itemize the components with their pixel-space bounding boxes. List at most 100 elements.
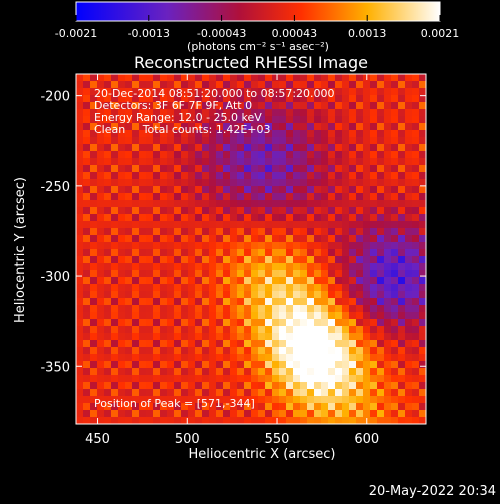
heatmap-cell xyxy=(405,382,413,390)
heatmap-cell xyxy=(188,403,196,411)
heatmap-cell xyxy=(370,95,378,103)
heatmap-cell xyxy=(258,207,266,215)
heatmap-cell xyxy=(314,109,322,117)
heatmap-cell xyxy=(377,249,385,257)
heatmap-cell xyxy=(258,375,266,383)
heatmap-cell xyxy=(328,116,336,124)
heatmap-cell xyxy=(300,74,308,82)
heatmap-cell xyxy=(118,151,126,159)
heatmap-cell xyxy=(342,375,350,383)
heatmap-cell xyxy=(195,368,203,376)
heatmap-cell xyxy=(230,305,238,313)
heatmap-cell xyxy=(300,186,308,194)
heatmap-cell xyxy=(125,249,133,257)
heatmap-cell xyxy=(146,382,154,390)
heatmap-cell xyxy=(335,130,343,138)
heatmap-cell xyxy=(377,277,385,285)
heatmap-cell xyxy=(300,172,308,180)
heatmap-cell xyxy=(202,81,210,89)
heatmap-cell xyxy=(139,354,147,362)
heatmap-cell xyxy=(286,389,294,397)
heatmap-cell xyxy=(181,102,189,110)
heatmap-cell xyxy=(209,74,217,82)
heatmap-cell xyxy=(118,382,126,390)
heatmap-cell xyxy=(188,256,196,264)
heatmap-cell xyxy=(335,417,343,424)
heatmap-cell xyxy=(384,95,392,103)
heatmap-cell xyxy=(139,116,147,124)
heatmap-cell xyxy=(83,277,91,285)
heatmap-cell xyxy=(188,172,196,180)
heatmap-cell xyxy=(230,333,238,341)
heatmap-cell xyxy=(265,235,273,243)
heatmap-cell xyxy=(300,137,308,145)
heatmap-cell xyxy=(160,410,168,418)
heatmap-cell xyxy=(251,249,259,257)
heatmap-cell xyxy=(265,242,273,250)
heatmap-cell xyxy=(97,277,105,285)
heatmap-cell xyxy=(76,186,84,194)
heatmap-cell xyxy=(412,102,420,110)
heatmap-cell xyxy=(209,186,217,194)
heatmap-cell xyxy=(272,291,280,299)
heatmap-cell xyxy=(384,137,392,145)
heatmap-cell xyxy=(125,172,133,180)
heatmap-cell xyxy=(398,137,406,145)
heatmap-cell xyxy=(314,305,322,313)
heatmap-cell xyxy=(160,347,168,355)
heatmap-cell xyxy=(363,284,371,292)
heatmap-cell xyxy=(181,312,189,320)
heatmap-cell xyxy=(391,158,399,166)
heatmap-cell xyxy=(181,305,189,313)
heatmap-cell xyxy=(286,291,294,299)
heatmap-cell xyxy=(202,228,210,236)
heatmap-cell xyxy=(349,235,357,243)
heatmap-cell xyxy=(391,396,399,404)
heatmap-cell xyxy=(153,200,161,208)
heatmap-cell xyxy=(279,207,287,215)
heatmap-cell xyxy=(209,221,217,229)
heatmap-cell xyxy=(209,256,217,264)
heatmap-cell xyxy=(363,242,371,250)
heatmap-cell xyxy=(419,137,426,145)
heatmap-cell xyxy=(195,116,203,124)
colorbar-gradient xyxy=(75,1,441,22)
heatmap-cell xyxy=(349,109,357,117)
heatmap-cell xyxy=(300,417,308,424)
heatmap-cell xyxy=(237,242,245,250)
heatmap-cell xyxy=(146,256,154,264)
heatmap-cell xyxy=(153,410,161,418)
heatmap-cell xyxy=(377,137,385,145)
heatmap-cell xyxy=(314,151,322,159)
heatmap-cell xyxy=(167,389,175,397)
heatmap-cell xyxy=(265,193,273,201)
heatmap-cell xyxy=(188,277,196,285)
heatmap-cell xyxy=(244,193,252,201)
heatmap-cell xyxy=(209,81,217,89)
heatmap-cell xyxy=(321,242,329,250)
heatmap-cell xyxy=(188,116,196,124)
heatmap-cell xyxy=(419,172,426,180)
heatmap-cell xyxy=(188,207,196,215)
heatmap-cell xyxy=(209,389,217,397)
heatmap-cell xyxy=(244,95,252,103)
heatmap-cell xyxy=(244,298,252,306)
heatmap-cell xyxy=(174,256,182,264)
heatmap-cell xyxy=(391,81,399,89)
heatmap-cell xyxy=(104,242,112,250)
heatmap-cell xyxy=(132,375,140,383)
heatmap-cell xyxy=(76,158,84,166)
heatmap-cell xyxy=(286,249,294,257)
heatmap-cell xyxy=(195,207,203,215)
heatmap-cell xyxy=(146,186,154,194)
heatmap-cell xyxy=(398,347,406,355)
heatmap-cell xyxy=(195,158,203,166)
heatmap-cell xyxy=(300,326,308,334)
heatmap-cell xyxy=(307,172,315,180)
heatmap-cell xyxy=(321,165,329,173)
heatmap-cell xyxy=(230,312,238,320)
heatmap-cell xyxy=(125,382,133,390)
heatmap-cell xyxy=(167,277,175,285)
heatmap-cell xyxy=(83,172,91,180)
heatmap-cell xyxy=(349,249,357,257)
